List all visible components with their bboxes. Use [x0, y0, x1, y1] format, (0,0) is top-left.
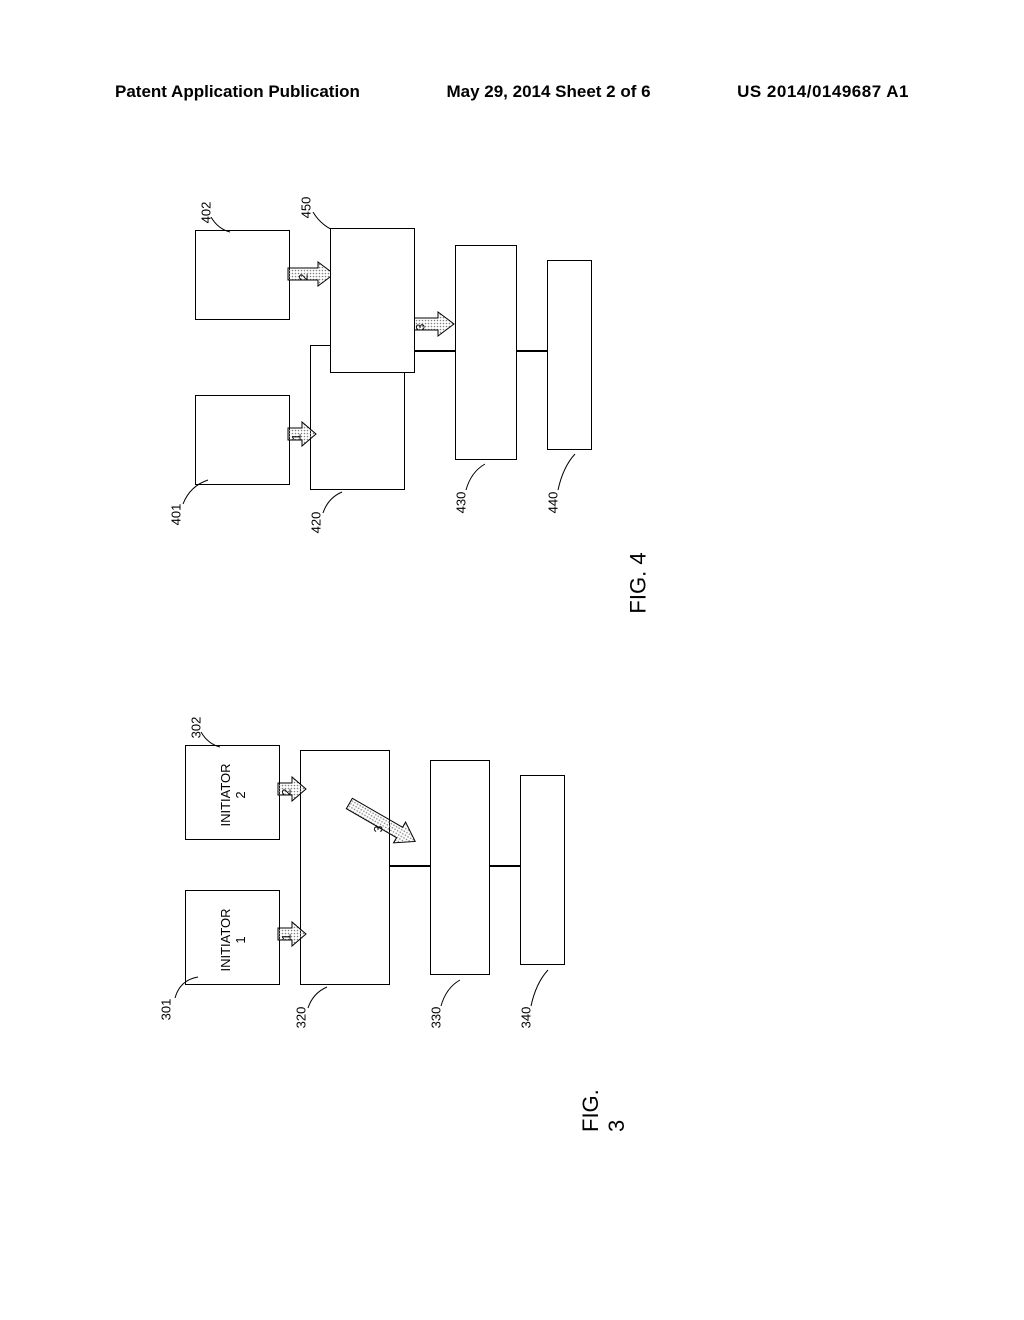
fig4-box-440: [547, 260, 592, 450]
fig4-arrow-3-num: 3: [413, 324, 427, 331]
fig4-leader-401: [180, 478, 210, 506]
header-right: US 2014/0149687 A1: [737, 82, 909, 102]
fig3-box-340: [520, 775, 565, 965]
fig3-diagram: INITIATOR 1 INITIATOR 2 1 2: [150, 640, 630, 1120]
fig4-leader-420: [320, 490, 345, 515]
fig4-leader-440: [555, 452, 580, 492]
fig3-arrow-3-num: 3: [371, 826, 385, 833]
fig4-ref-440: 440: [545, 492, 560, 514]
fig3-ref-301: 301: [158, 999, 173, 1021]
fig4-ref-401: 401: [168, 504, 183, 526]
header-center: May 29, 2014 Sheet 2 of 6: [446, 82, 650, 102]
fig3-leader-340: [528, 968, 553, 1008]
fig4-ref-430: 430: [453, 492, 468, 514]
fig3-initiator1-label: INITIATOR 1: [218, 905, 248, 975]
fig3-box-330: [430, 760, 490, 975]
fig3-conn-330-340: [490, 865, 520, 867]
fig3-label: FIG. 3: [578, 1080, 630, 1132]
fig4-conn-430-440: [517, 350, 547, 352]
fig4-box-401: [195, 395, 290, 485]
fig4-box-450: [330, 228, 415, 373]
fig4-arrow-1-num: 1: [289, 434, 303, 441]
fig4-box-402: [195, 230, 290, 320]
fig4-label: FIG. 4: [626, 552, 652, 613]
fig4-conn-420-430: [415, 350, 455, 352]
fig4-leader-402: [208, 217, 233, 237]
fig3-leader-320: [305, 985, 330, 1010]
fig3-arrow-3: [350, 795, 435, 875]
fig3-ref-330: 330: [428, 1007, 443, 1029]
fig3-arrow-1-num: 1: [279, 934, 293, 941]
fig3-leader-302: [198, 732, 223, 752]
header-left: Patent Application Publication: [115, 82, 360, 102]
fig4-leader-430: [463, 462, 488, 492]
page-header: Patent Application Publication May 29, 2…: [0, 82, 1024, 102]
page: { "header": { "left": "Patent Applicatio…: [0, 0, 1024, 1320]
fig3-arrow-2-num: 2: [279, 789, 293, 796]
fig3-initiator2-label: INITIATOR 2: [218, 760, 248, 830]
fig4-box-430: [455, 245, 517, 460]
fig3-leader-301: [170, 975, 200, 1000]
fig3-leader-330: [438, 978, 463, 1008]
fig3-ref-340: 340: [518, 1007, 533, 1029]
fig4-diagram: 1 2 merge 3 401 402 420 450 430 440 FIG.…: [150, 150, 670, 630]
fig4-arrow-2-num: 2: [296, 274, 310, 281]
